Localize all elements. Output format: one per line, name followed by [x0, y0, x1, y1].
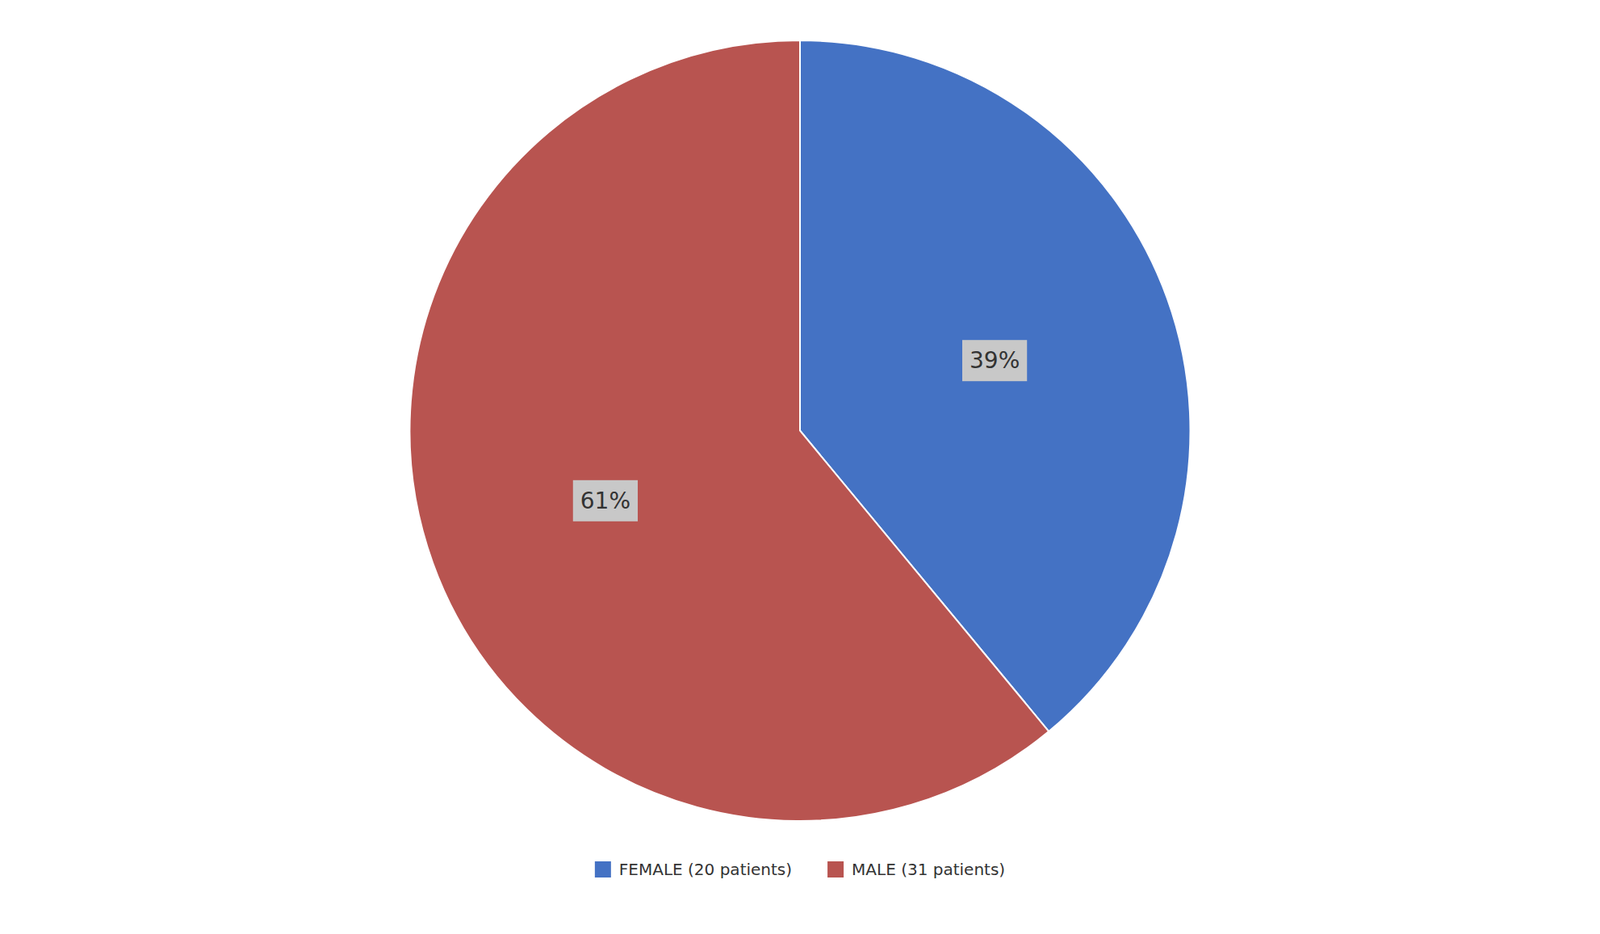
chart-svg: 39% 61% FEMALE (20 patients) MALE (31 patie…	[0, 0, 1600, 934]
data-label-group: 39%	[962, 339, 1027, 382]
data-label-box	[573, 480, 638, 522]
data-label: 39%	[969, 347, 1020, 374]
legend-item: FEMALE (20 patients)	[594, 859, 792, 880]
legend-swatch	[594, 861, 612, 878]
legend-label: MALE (31 patients)	[851, 859, 1006, 880]
pie	[409, 40, 1190, 821]
legend: FEMALE (20 patients) MALE (31 patients)	[594, 859, 1006, 880]
legend-swatch	[827, 861, 844, 878]
legend-item: MALE (31 patients)	[827, 859, 1006, 880]
data-label: 61%	[580, 487, 631, 515]
data-label-group: 61%	[573, 480, 638, 522]
legend-label: FEMALE (20 patients)	[619, 859, 792, 880]
pie-slice	[409, 40, 1049, 821]
data-label-box	[962, 339, 1027, 382]
data-labels: 39% 61%	[573, 339, 1027, 522]
